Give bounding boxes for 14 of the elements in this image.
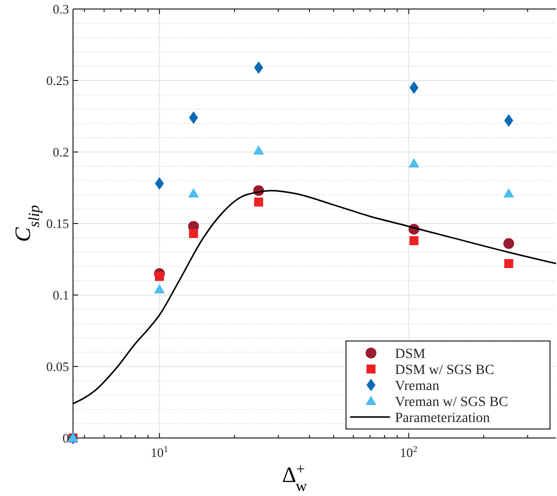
legend-label: Vreman w/ SGS BC <box>395 394 508 410</box>
legend-label: Vreman <box>395 378 440 394</box>
y-tick-label: 0.2 <box>52 144 69 160</box>
y-tick-label: 0.05 <box>46 359 69 374</box>
y-tick-label: 0.3 <box>52 2 69 17</box>
legend-label: DSM w/ SGS BC <box>395 362 494 378</box>
legend-label: DSM <box>395 346 426 362</box>
y-tick-label: 0.15 <box>46 216 69 232</box>
x-tick-label: 10$^{2}$ <box>400 444 418 460</box>
legend-label: Parameterization <box>395 410 490 426</box>
x-tick-label: 10$^{1}$ <box>150 444 168 460</box>
y-tick-label: 0.25 <box>46 73 69 88</box>
y-tick-label: 0.1 <box>52 288 69 303</box>
y-tick-label: 0 <box>62 430 69 446</box>
